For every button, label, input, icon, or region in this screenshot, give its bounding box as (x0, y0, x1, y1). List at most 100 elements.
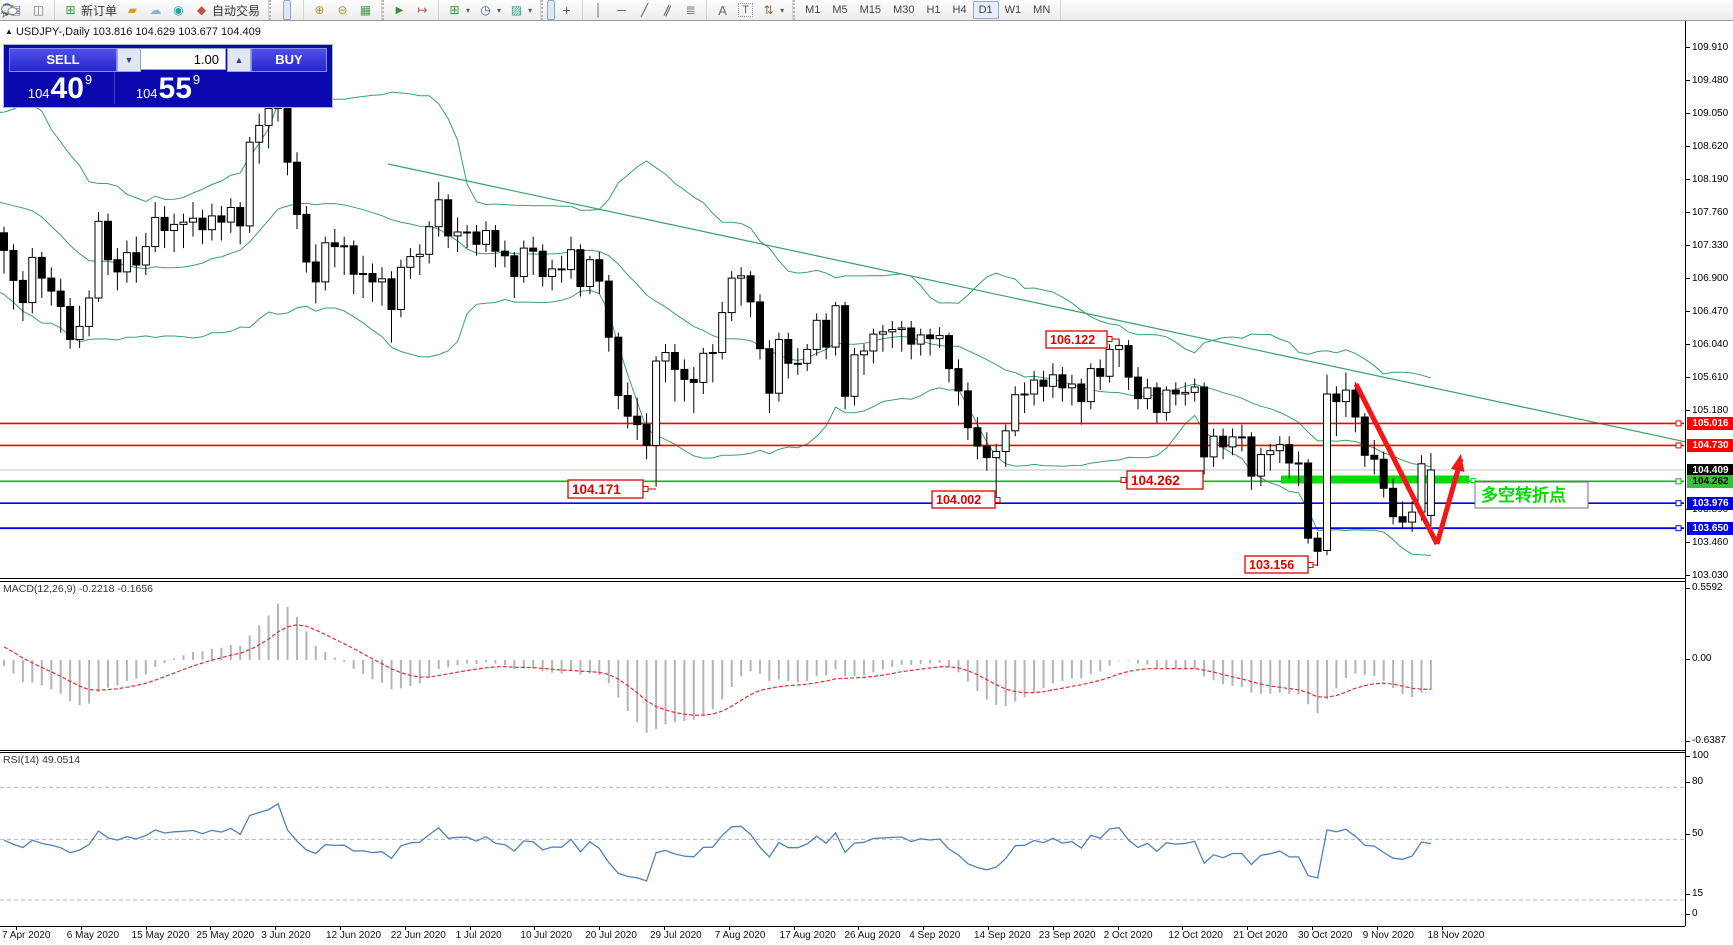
timeframe-button-M30[interactable]: M30 (893, 4, 915, 16)
price-callout-box[interactable] (1244, 555, 1309, 574)
pane-separator[interactable] (0, 752, 1733, 753)
pane-separator[interactable] (0, 578, 1733, 579)
profiles-button[interactable]: ◫ (27, 0, 50, 20)
cursor-button[interactable] (3, 0, 556, 20)
search-button[interactable] (2, 0, 1717, 20)
candle (1020, 393, 1029, 396)
price-callout-box[interactable] (567, 479, 644, 499)
arrows-button[interactable]: ⇅ ▾ (757, 0, 788, 20)
volume-up-button[interactable]: ▲ (227, 48, 251, 72)
price-callout-box[interactable] (1126, 470, 1204, 490)
deposit-button[interactable]: ▰ (121, 0, 144, 20)
timeframe-button-W1[interactable]: W1 (1004, 4, 1022, 16)
candle (727, 277, 736, 314)
label-anchor[interactable] (1307, 562, 1314, 568)
pane-separator[interactable] (0, 750, 1733, 751)
collapse-icon[interactable]: ▲ (5, 27, 13, 36)
mql5-cloud-button[interactable]: ☁ (144, 0, 167, 20)
timeframe-button-M15[interactable]: M15 (859, 4, 882, 16)
candle (1285, 444, 1294, 464)
date-label: 4 Sep 2020 (909, 930, 961, 941)
sell-button[interactable]: SELL (9, 48, 117, 72)
channel-button[interactable]: ∥ (656, 0, 679, 20)
periods-button[interactable]: ◷ ▾ (474, 0, 505, 20)
support-zone-band[interactable] (1281, 475, 1469, 484)
timeframe-button-H1[interactable]: H1 (926, 4, 941, 16)
red-trend-arrow[interactable] (1434, 458, 1464, 545)
hline-anchor[interactable] (1675, 442, 1682, 449)
ask-price[interactable]: 104 55 9 (117, 72, 219, 104)
hline-anchor[interactable] (1675, 525, 1682, 532)
timeframe-button-MN[interactable]: MN (1033, 4, 1051, 16)
descending-trendline[interactable] (387, 163, 1685, 452)
candle (47, 277, 56, 292)
hline-button[interactable]: ─ (610, 0, 633, 20)
timeframe-button-H4[interactable]: H4 (952, 4, 967, 16)
timeframe-button-D1[interactable]: D1 (972, 1, 999, 19)
bid-price[interactable]: 104 40 9 (9, 72, 111, 104)
label-anchor[interactable] (1106, 336, 1113, 342)
candle (661, 352, 670, 362)
candle (160, 216, 169, 231)
candle (1152, 387, 1161, 413)
templates-button[interactable]: ▨ ▾ (505, 0, 536, 20)
price-callout-box[interactable] (931, 490, 996, 509)
tile-windows-button[interactable]: ▦ (354, 0, 377, 20)
symbol-header: ▲ USDJPY-,Daily 103.816 104.629 103.677 … (5, 26, 261, 38)
line-chart-button[interactable] (0, 0, 299, 20)
candle (548, 268, 557, 277)
label-anchor[interactable] (994, 497, 1001, 503)
red-trend-arrow[interactable] (1353, 382, 1440, 546)
volume-down-button[interactable]: ▼ (117, 48, 141, 72)
label-anchor[interactable] (1120, 477, 1127, 483)
note-anchor[interactable] (1470, 478, 1476, 483)
profiles-icon: ◫ (32, 2, 45, 17)
volume-input[interactable]: 1.00 (140, 48, 226, 70)
signals-button[interactable]: ◉ (167, 0, 190, 20)
candle (1247, 436, 1256, 477)
candlestick-chart-button[interactable] (1, 0, 292, 20)
time-axis[interactable]: 7 Apr 2020 6 May 2020 15 May 2020 25 May 20… (0, 926, 1685, 945)
label-anchor[interactable] (642, 486, 649, 492)
price-tick-label: 105.610 (1692, 371, 1729, 383)
bar-chart-button[interactable] (2, 0, 283, 20)
candle (1200, 386, 1209, 458)
autotrading-button[interactable]: ◆ 自动交易 (190, 0, 264, 20)
text-label-button[interactable]: T (734, 0, 757, 20)
macd-pane[interactable] (0, 582, 1685, 750)
candle (850, 354, 859, 397)
trendline-button[interactable]: ╱ (633, 0, 656, 20)
hline-anchor[interactable] (1675, 500, 1682, 507)
price-axis[interactable]: 109.910 109.480 109.050 108.620 108.190 107.7… (1685, 21, 1733, 926)
candle (1011, 394, 1020, 432)
rsi-pane[interactable] (0, 752, 1685, 926)
candle (1096, 368, 1105, 377)
hline-anchor[interactable] (1675, 420, 1682, 427)
fibonacci-button[interactable]: ≣ (679, 0, 702, 20)
indicators-button[interactable]: ⊞ ▾ (443, 0, 474, 20)
text-button[interactable]: A (711, 0, 734, 20)
new-order-button[interactable]: ⊞ 新订单 (59, 0, 121, 20)
crosshair-button[interactable]: + (555, 0, 578, 20)
chart-window[interactable]: 106.122 104.171 104.002 104.262 103.156 多空转折点… (0, 21, 1733, 945)
main-chart[interactable]: 106.122 104.171 104.002 104.262 103.156 多空转折点 (0, 21, 1685, 578)
price-callout-box[interactable] (1045, 330, 1108, 349)
vline-button[interactable]: │ (587, 0, 610, 20)
hline-anchor[interactable] (1675, 478, 1682, 485)
timeframe-button-M5[interactable]: M5 (832, 4, 848, 16)
zoom-in-button[interactable]: ⊕ (308, 0, 331, 20)
candle (1304, 462, 1313, 539)
pane-separator[interactable] (0, 581, 1733, 582)
zoom-out-button[interactable]: ⊖ (331, 0, 354, 20)
chat-button[interactable] (1, 0, 1725, 20)
timeframe-button-M1[interactable]: M1 (805, 4, 821, 16)
candle (519, 247, 528, 278)
chart-shift-button[interactable]: ↦ (411, 0, 434, 20)
zoom-in-icon: ⊕ (314, 2, 325, 17)
autoscroll-button[interactable]: ▶ (388, 0, 411, 20)
note-box[interactable] (1474, 481, 1589, 509)
candle (0, 232, 8, 251)
candle (1039, 379, 1048, 387)
buy-button[interactable]: BUY (251, 48, 327, 72)
date-label: 12 Jun 2020 (326, 930, 382, 941)
